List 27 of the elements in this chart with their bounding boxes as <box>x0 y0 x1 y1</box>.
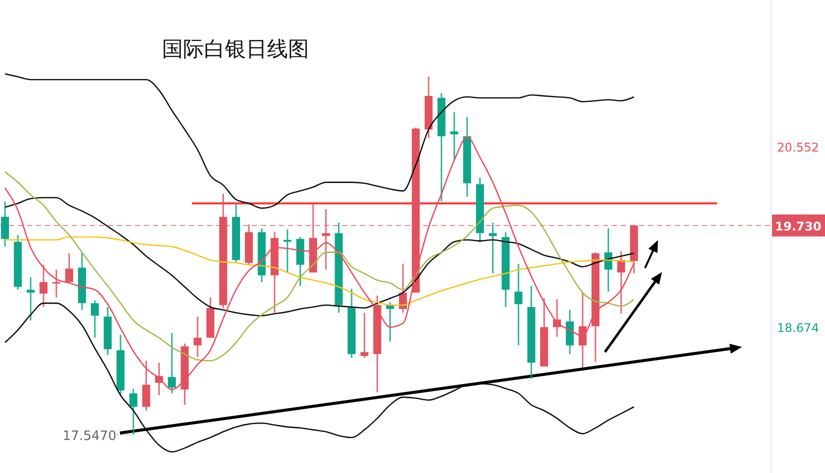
candlestick <box>488 222 497 274</box>
candlestick <box>52 268 60 298</box>
candlestick <box>398 263 407 314</box>
ref-line-label: 19.730 <box>775 219 822 234</box>
annotation: 17.5470 <box>62 428 116 444</box>
candlestick <box>129 388 138 436</box>
line-series <box>4 171 635 362</box>
candlestick <box>1 200 9 248</box>
candlestick <box>514 263 522 346</box>
candlestick <box>566 309 574 355</box>
candlestick <box>90 300 99 338</box>
candlestick <box>450 112 458 161</box>
y-tick-label: 18.674 <box>777 320 819 335</box>
y-tick-label: 20.552 <box>777 140 819 155</box>
line-series <box>4 73 635 209</box>
candlestick <box>40 264 48 308</box>
candlestick <box>194 316 202 358</box>
candlestick <box>65 252 74 283</box>
candlestick <box>283 228 292 274</box>
candlestick <box>26 276 35 322</box>
candlestick <box>360 312 368 359</box>
candlestick <box>168 332 176 394</box>
line-series <box>4 302 635 453</box>
candlestick <box>578 292 587 368</box>
candlestick <box>617 250 626 314</box>
text: 国际白银日线图 <box>162 37 309 61</box>
candlestick <box>386 301 394 342</box>
